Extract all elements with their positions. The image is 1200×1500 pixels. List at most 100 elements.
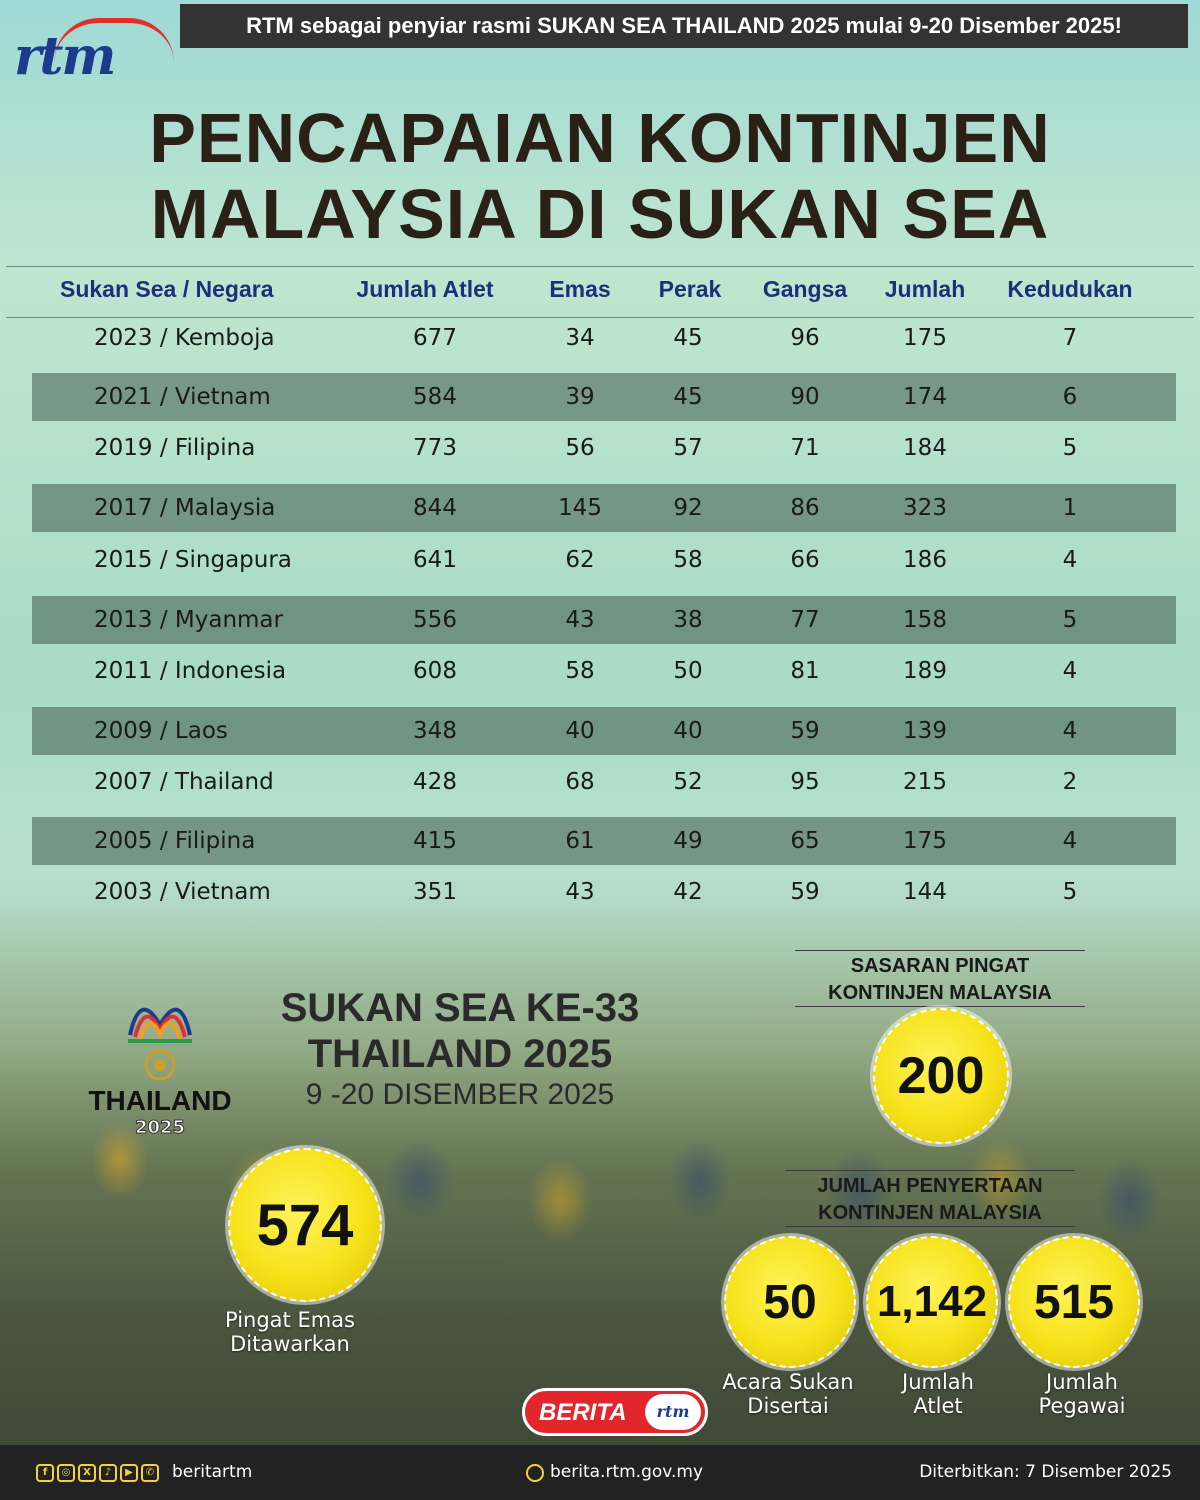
rtm-logo-text: rtm bbox=[14, 26, 116, 87]
cell-rank: 6 bbox=[1062, 384, 1078, 410]
table-row: 2015 / Singapura 641 62 58 66 186 4 bbox=[32, 536, 1176, 584]
page-title: PENCAPAIAN KONTINJEN MALAYSIA DI SUKAN S… bbox=[0, 100, 1200, 252]
sea-games-emblem-icon bbox=[128, 1007, 192, 1081]
cell-gold: 43 bbox=[565, 607, 595, 633]
cell-gold: 62 bbox=[565, 547, 595, 573]
events-count-caption-line-2: Disertai bbox=[747, 1394, 829, 1418]
cell-rank: 5 bbox=[1062, 607, 1078, 633]
table-top-rule bbox=[6, 266, 1194, 267]
cell-edition: 2023 / Kemboja bbox=[94, 325, 275, 351]
cell-athletes: 773 bbox=[413, 435, 457, 461]
youtube-icon[interactable]: ▶ bbox=[120, 1464, 138, 1482]
cell-silver: 57 bbox=[673, 435, 703, 461]
officials-count-caption-line-1: Jumlah bbox=[1046, 1370, 1118, 1394]
cell-silver: 38 bbox=[673, 607, 703, 633]
table-header-rule bbox=[6, 317, 1194, 318]
cell-total: 184 bbox=[903, 435, 947, 461]
cell-silver: 58 bbox=[673, 547, 703, 573]
cell-bronze: 71 bbox=[790, 435, 820, 461]
header-total: Jumlah bbox=[884, 276, 966, 302]
cell-silver: 92 bbox=[673, 495, 703, 521]
cell-gold: 68 bbox=[565, 769, 595, 795]
social-handle[interactable]: beritartm bbox=[172, 1462, 253, 1482]
berita-rtm-logo: BERITA rtm bbox=[522, 1388, 708, 1436]
officials-count-caption-line-2: Pegawai bbox=[1038, 1394, 1126, 1418]
cell-total: 323 bbox=[903, 495, 947, 521]
events-count-badge: 50 bbox=[724, 1236, 856, 1368]
cell-rank: 5 bbox=[1062, 435, 1078, 461]
cell-athletes: 608 bbox=[413, 658, 457, 684]
cell-gold: 40 bbox=[565, 718, 595, 744]
cell-total: 175 bbox=[903, 325, 947, 351]
berita-logo-text: BERITA bbox=[539, 1399, 627, 1426]
cell-athletes: 348 bbox=[413, 718, 457, 744]
event-dates: 9 -20 DISEMBER 2025 bbox=[305, 1078, 615, 1111]
cell-athletes: 584 bbox=[413, 384, 457, 410]
event-title-line-1: SUKAN SEA KE-33 bbox=[280, 986, 640, 1030]
participation-heading: JUMLAH PENYERTAAN KONTINJEN MALAYSIA bbox=[760, 1173, 1100, 1227]
cell-rank: 2 bbox=[1062, 769, 1078, 795]
participation-top-rule bbox=[785, 1170, 1075, 1171]
title-line-1: PENCAPAIAN KONTINJEN bbox=[149, 99, 1051, 177]
cell-bronze: 90 bbox=[790, 384, 820, 410]
games-logo-year: 2025 bbox=[134, 1117, 186, 1139]
cell-total: 158 bbox=[903, 607, 947, 633]
cell-rank: 1 bbox=[1062, 495, 1078, 521]
header-edition: Sukan Sea / Negara bbox=[60, 276, 274, 302]
table-row: 2013 / Myanmar 556 43 38 77 158 5 bbox=[32, 596, 1176, 644]
tiktok-icon[interactable]: ♪ bbox=[99, 1464, 117, 1482]
cell-athletes: 677 bbox=[413, 325, 457, 351]
berita-logo-mark: rtm bbox=[645, 1394, 701, 1430]
table-row: 2021 / Vietnam 584 39 45 90 174 6 bbox=[32, 373, 1176, 421]
cell-rank: 5 bbox=[1062, 879, 1078, 905]
header-athletes: Jumlah Atlet bbox=[356, 276, 494, 302]
cell-edition: 2013 / Myanmar bbox=[94, 607, 283, 633]
cell-bronze: 66 bbox=[790, 547, 820, 573]
target-bottom-rule bbox=[795, 1006, 1085, 1007]
website-link[interactable]: berita.rtm.gov.my bbox=[550, 1462, 704, 1482]
participation-bottom-rule bbox=[785, 1226, 1075, 1227]
cell-edition: 2009 / Laos bbox=[94, 718, 228, 744]
gold-offered-badge: 574 bbox=[228, 1148, 382, 1302]
table-row: 2007 / Thailand 428 68 52 95 215 2 bbox=[32, 758, 1176, 806]
cell-bronze: 96 bbox=[790, 325, 820, 351]
cell-gold: 145 bbox=[558, 495, 602, 521]
cell-gold: 61 bbox=[565, 828, 595, 854]
cell-total: 215 bbox=[903, 769, 947, 795]
cell-gold: 58 bbox=[565, 658, 595, 684]
facebook-icon[interactable]: f bbox=[36, 1464, 54, 1482]
cell-edition: 2015 / Singapura bbox=[94, 547, 292, 573]
cell-bronze: 59 bbox=[790, 718, 820, 744]
header-silver: Perak bbox=[658, 276, 722, 302]
rtm-logo: rtm bbox=[14, 18, 174, 88]
whatsapp-icon[interactable]: ✆ bbox=[141, 1464, 159, 1482]
target-heading-line-1: SASARAN PINGAT bbox=[850, 955, 1030, 977]
cell-rank: 4 bbox=[1062, 547, 1078, 573]
footer: f ◎ X ♪ ▶ ✆ beritartm berita.rtm.gov.my … bbox=[0, 1445, 1200, 1500]
cell-bronze: 65 bbox=[790, 828, 820, 854]
cell-total: 174 bbox=[903, 384, 947, 410]
athletes-count-caption-line-2: Atlet bbox=[913, 1394, 963, 1418]
cell-silver: 42 bbox=[673, 879, 703, 905]
cell-edition: 2003 / Vietnam bbox=[94, 879, 271, 905]
cell-silver: 45 bbox=[673, 384, 703, 410]
target-top-rule bbox=[795, 950, 1085, 951]
cell-bronze: 86 bbox=[790, 495, 820, 521]
gold-offered-caption-line-2: Ditawarkan bbox=[230, 1332, 350, 1356]
event-title-line-2: THAILAND 2025 bbox=[307, 1032, 613, 1076]
cell-edition: 2011 / Indonesia bbox=[94, 658, 287, 684]
instagram-icon[interactable]: ◎ bbox=[57, 1464, 75, 1482]
cell-rank: 4 bbox=[1062, 828, 1078, 854]
header-rank: Kedudukan bbox=[1007, 276, 1133, 302]
cell-total: 189 bbox=[903, 658, 947, 684]
cell-silver: 45 bbox=[673, 325, 703, 351]
table-row: 2011 / Indonesia 608 58 50 81 189 4 bbox=[32, 647, 1176, 695]
x-icon[interactable]: X bbox=[78, 1464, 96, 1482]
cell-gold: 56 bbox=[565, 435, 595, 461]
cell-athletes: 351 bbox=[413, 879, 457, 905]
table-row: 2023 / Kemboja 677 34 45 96 175 7 bbox=[32, 314, 1176, 362]
gold-offered-caption: Pingat Emas Ditawarkan bbox=[190, 1308, 390, 1356]
target-heading-line-2: KONTINJEN MALAYSIA bbox=[828, 982, 1052, 1004]
gold-offered-caption-line-1: Pingat Emas bbox=[225, 1308, 355, 1332]
announcement-banner: RTM sebagai penyiar rasmi SUKAN SEA THAI… bbox=[180, 4, 1188, 48]
